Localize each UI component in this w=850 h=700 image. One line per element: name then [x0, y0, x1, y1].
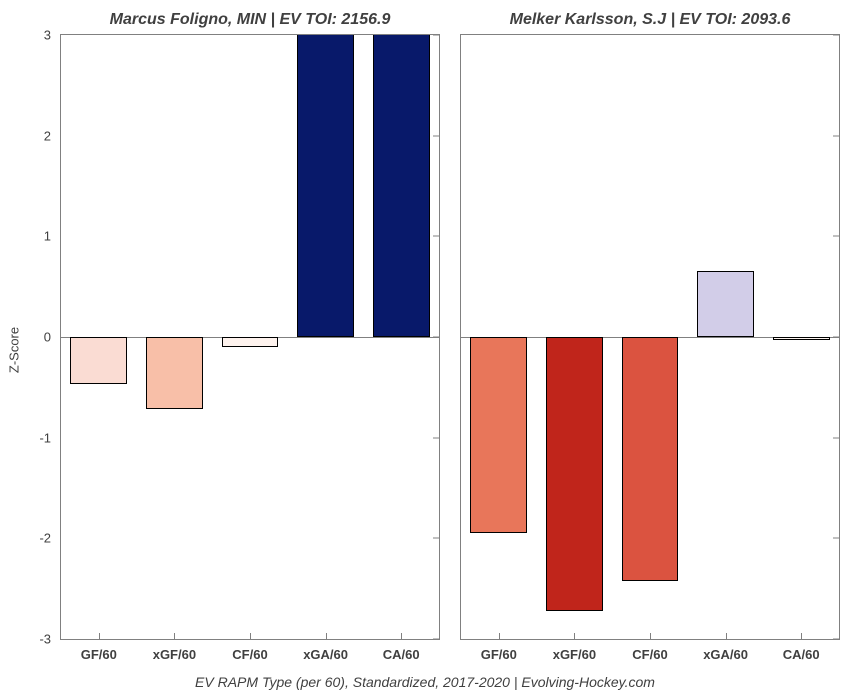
- ytick-mark: [433, 35, 439, 36]
- plot-area: -3-2-10123GF/60xGF/60CF/60xGA/60CA/60: [60, 34, 440, 640]
- ytick-label: 0: [44, 330, 61, 345]
- ytick-label: 1: [44, 229, 61, 244]
- bar: [70, 337, 127, 384]
- xtick-label: CF/60: [232, 639, 267, 662]
- charts-container: Marcus Foligno, MIN | EV TOI: 2156.9-3-2…: [60, 6, 840, 640]
- bar: [470, 337, 527, 533]
- xtick-label: xGF/60: [553, 639, 596, 662]
- bar: [697, 271, 754, 337]
- chart-footer: EV RAPM Type (per 60), Standardized, 201…: [0, 674, 850, 690]
- bar: [546, 337, 603, 611]
- xtick-label: GF/60: [481, 639, 517, 662]
- xtick-label: GF/60: [81, 639, 117, 662]
- bar: [297, 35, 354, 337]
- bar: [773, 337, 830, 340]
- xtick-label: CA/60: [383, 639, 420, 662]
- ytick-mark: [833, 437, 839, 438]
- panel-title: Marcus Foligno, MIN | EV TOI: 2156.9: [60, 6, 440, 34]
- ytick-label: -2: [39, 531, 61, 546]
- ytick-mark: [833, 35, 839, 36]
- bar: [622, 337, 679, 581]
- ytick-mark: [833, 639, 839, 640]
- xtick-label: xGA/60: [303, 639, 348, 662]
- plot-area: GF/60xGF/60CF/60xGA/60CA/60: [460, 34, 840, 640]
- ytick-label: -3: [39, 632, 61, 647]
- ytick-label: 3: [44, 28, 61, 43]
- ytick-label: -1: [39, 430, 61, 445]
- chart-panel: Melker Karlsson, S.J | EV TOI: 2093.6GF/…: [460, 6, 840, 640]
- panel-title: Melker Karlsson, S.J | EV TOI: 2093.6: [460, 6, 840, 34]
- ytick-mark: [433, 437, 439, 438]
- ytick-mark: [833, 135, 839, 136]
- xtick-label: CA/60: [783, 639, 820, 662]
- ytick-mark: [433, 337, 439, 338]
- bar: [373, 35, 430, 337]
- ytick-mark: [433, 639, 439, 640]
- chart-panel: Marcus Foligno, MIN | EV TOI: 2156.9-3-2…: [60, 6, 440, 640]
- ytick-mark: [833, 236, 839, 237]
- ytick-mark: [833, 538, 839, 539]
- bar: [222, 337, 279, 347]
- ytick-mark: [433, 135, 439, 136]
- xtick-label: xGF/60: [153, 639, 196, 662]
- ytick-mark: [433, 236, 439, 237]
- ytick-mark: [833, 337, 839, 338]
- y-axis-label: Z-Score: [7, 327, 22, 373]
- ytick-label: 2: [44, 128, 61, 143]
- xtick-label: CF/60: [632, 639, 667, 662]
- xtick-label: xGA/60: [703, 639, 748, 662]
- bar: [146, 337, 203, 409]
- ytick-mark: [433, 538, 439, 539]
